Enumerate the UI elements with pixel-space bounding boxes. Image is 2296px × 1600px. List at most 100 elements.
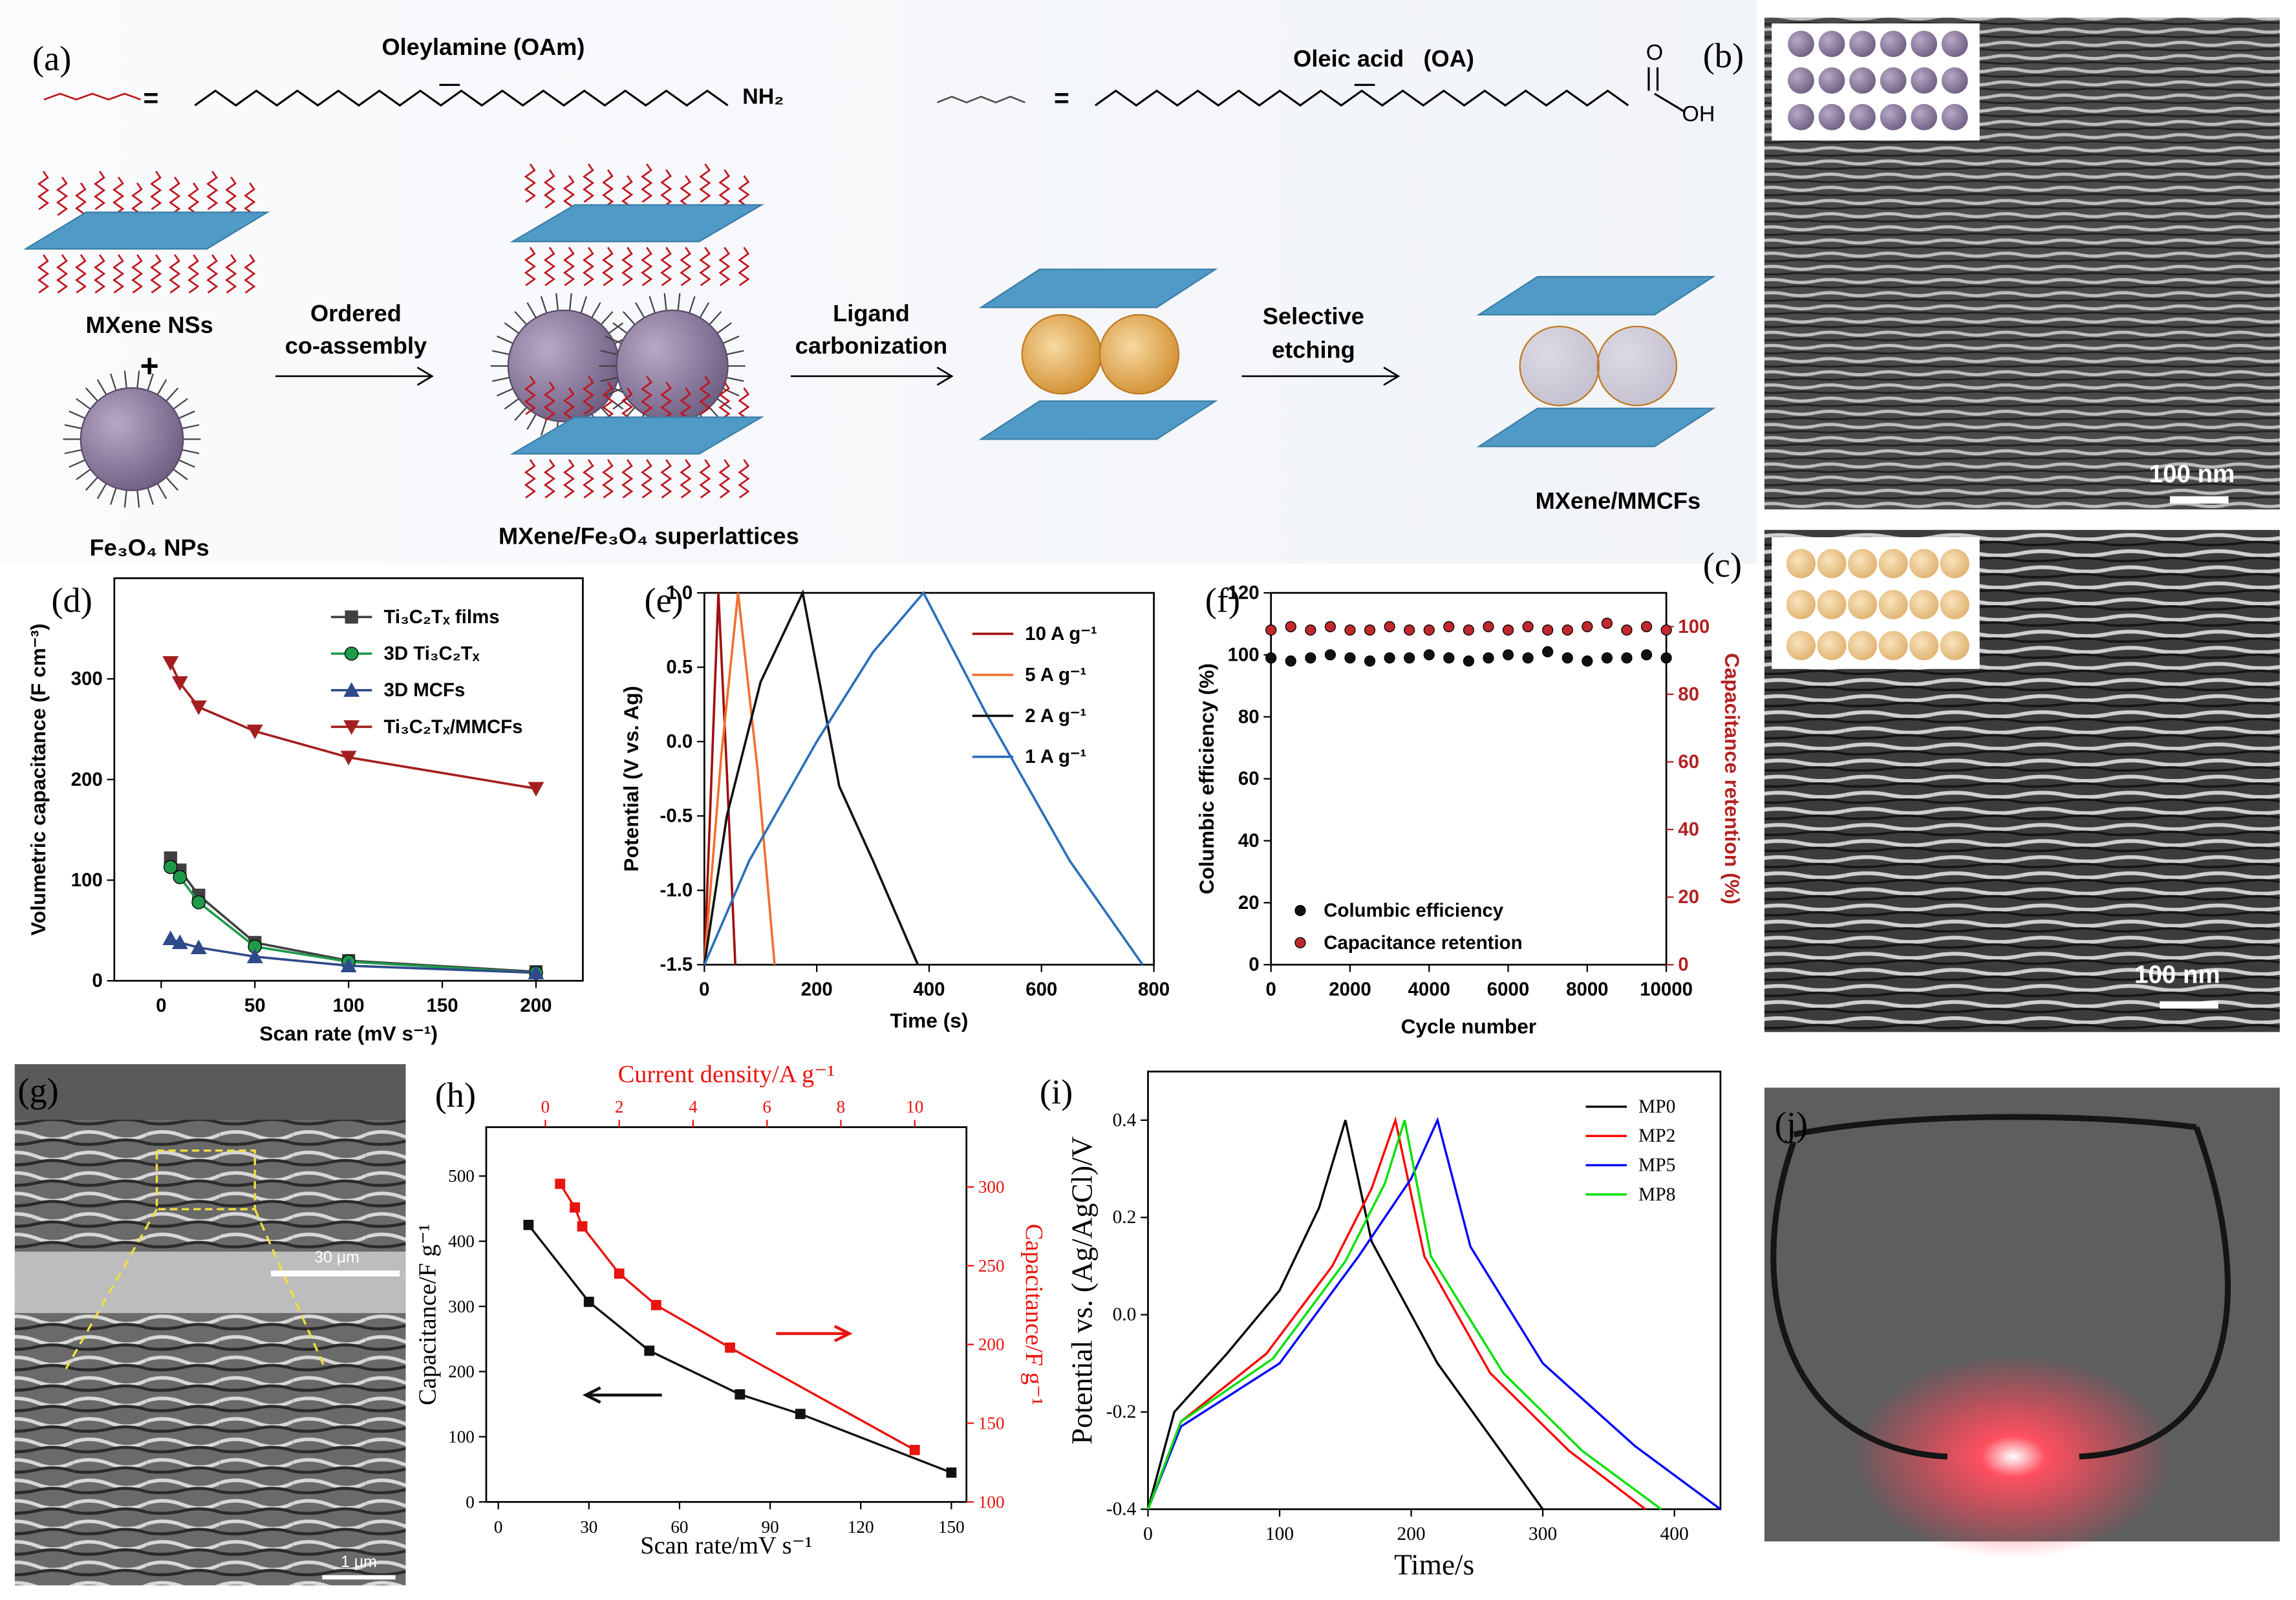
ligand <box>69 459 86 468</box>
ligand <box>178 459 195 468</box>
ligand <box>600 311 614 325</box>
ligand <box>514 407 528 421</box>
marker <box>1621 652 1633 664</box>
marker <box>1601 652 1613 664</box>
panel-label: (i) <box>1040 1072 1073 1111</box>
series-line <box>1146 1116 1721 1510</box>
marker <box>1265 652 1277 664</box>
marker <box>340 751 357 766</box>
inset-cage <box>1878 630 1908 661</box>
y-tick-label: 60 <box>1238 768 1260 789</box>
y-tick-label: 500 <box>448 1166 475 1186</box>
ligand <box>514 311 528 325</box>
ligand <box>660 246 672 286</box>
nanoparticle <box>1596 325 1678 407</box>
led-glow <box>1852 1354 2174 1559</box>
ligand <box>492 350 510 356</box>
ligand <box>641 459 653 499</box>
ligand <box>699 459 711 499</box>
wire <box>1770 1114 2231 1460</box>
ligand <box>622 311 636 325</box>
panel-label: (h) <box>435 1076 476 1115</box>
ligand <box>660 169 672 209</box>
y-tick-label: 120 <box>1228 582 1260 604</box>
y2-tick-label: 100 <box>978 1492 1005 1511</box>
ligand <box>612 322 628 334</box>
ligand <box>699 376 711 415</box>
ligand <box>110 487 117 505</box>
y-tick-label: -0.5 <box>660 805 693 827</box>
ligand <box>74 254 87 293</box>
ligand <box>492 376 510 382</box>
legend-swatch <box>1294 904 1306 917</box>
ligand <box>37 171 50 210</box>
ligand <box>524 246 537 286</box>
y-tick-label: 200 <box>448 1362 475 1381</box>
ligand <box>543 459 556 499</box>
y2-tick-label: 100 <box>1678 616 1710 637</box>
ligand <box>156 379 167 396</box>
x-tick-label: 300 <box>1529 1524 1557 1544</box>
oam-label: Oleylamine (OAm) <box>381 34 585 60</box>
inset-cage <box>1878 549 1908 579</box>
ligand <box>582 459 595 499</box>
inset-particle <box>1818 103 1845 131</box>
marker <box>1443 652 1455 664</box>
ligand <box>147 487 154 505</box>
ligand <box>699 246 711 286</box>
plot-frame <box>703 592 1155 966</box>
marker <box>528 965 544 979</box>
legend-label: Capacitance retention <box>1324 932 1522 954</box>
series-line <box>703 592 776 965</box>
ligand <box>76 468 91 480</box>
sem-top <box>14 1064 406 1120</box>
ligand <box>716 322 732 334</box>
inset-cage <box>1817 549 1847 579</box>
ligand <box>718 246 731 286</box>
carbon-cage <box>1021 314 1102 395</box>
inset-particle <box>1941 30 1968 58</box>
scale-bar <box>322 1575 396 1580</box>
ligand <box>85 387 98 402</box>
legend-swatch <box>343 682 360 697</box>
legend-label: Ti₃C₂Tₓ/MMCFs <box>383 716 522 738</box>
legend-label: 2 A g⁻¹ <box>1025 705 1086 727</box>
x-tick-label: 120 <box>848 1517 874 1537</box>
ligand <box>621 246 634 286</box>
x-tick-label: 100 <box>333 995 365 1016</box>
inset-cage <box>1909 630 1939 661</box>
carbon-cage <box>1099 314 1180 395</box>
inset-cage <box>1878 590 1908 619</box>
x-tick-label: 90 <box>762 1517 779 1537</box>
ligand <box>123 490 127 508</box>
ligand <box>225 254 237 293</box>
y2-tick-label: 200 <box>978 1335 1005 1354</box>
marker <box>1384 621 1395 632</box>
marker <box>1483 652 1494 664</box>
marker <box>1660 624 1672 636</box>
scale-bar-label: 1 μm <box>341 1553 377 1571</box>
marker <box>1582 621 1593 632</box>
marker <box>1621 624 1633 636</box>
marker <box>795 1409 806 1420</box>
y-tick-label: 0 <box>92 970 102 992</box>
legend-label: 1 A g⁻¹ <box>1025 746 1086 767</box>
legend-swatch <box>1294 937 1306 948</box>
ligand <box>93 254 106 293</box>
ligand <box>582 246 595 286</box>
marker <box>523 1219 534 1230</box>
marker <box>1364 655 1376 667</box>
ligand <box>738 246 750 286</box>
inset-cage <box>1817 630 1847 661</box>
ligand <box>166 387 179 402</box>
y-tick-label: 20 <box>1238 892 1260 913</box>
superlattice-label: MXene/Fe₃O₄ superlattices <box>499 522 799 549</box>
marker <box>1265 624 1277 636</box>
inset-particle <box>1849 30 1876 58</box>
y2-tick-label: 60 <box>1678 751 1699 773</box>
ligand <box>718 459 731 499</box>
ligand <box>178 411 195 420</box>
marker <box>1324 621 1336 632</box>
panel-label: (d) <box>51 581 92 619</box>
marker <box>1660 652 1672 664</box>
